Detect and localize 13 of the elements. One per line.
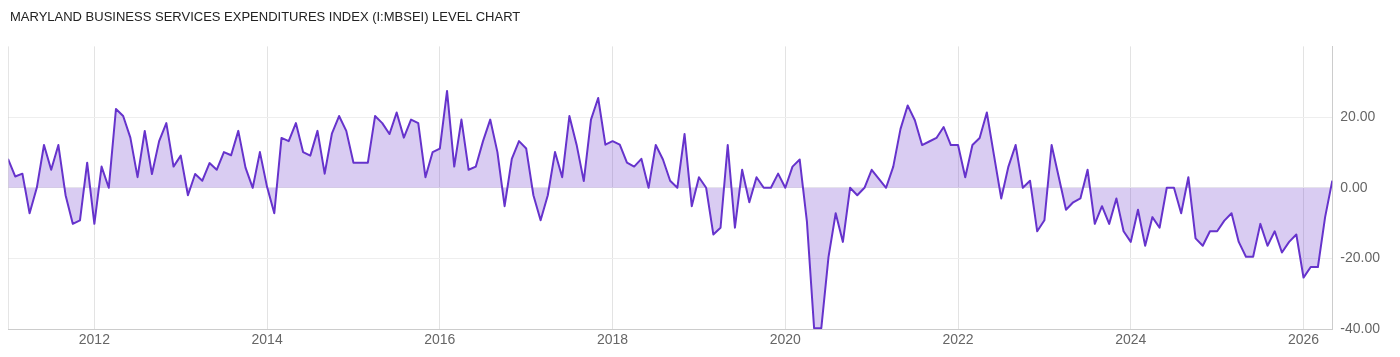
y-tick-label: -40.00 xyxy=(1340,320,1381,337)
chart-title: MARYLAND BUSINESS SERVICES EXPENDITURES INDEX (I:MBSEI) LEVEL CHART xyxy=(9,8,522,26)
y-tick-label: 20.00 xyxy=(1340,107,1376,124)
x-tick-label: 2018 xyxy=(597,331,629,348)
x-tick-label: 2016 xyxy=(424,331,456,348)
x-tick-label: 2026 xyxy=(1287,331,1320,348)
x-tick-label: 2022 xyxy=(942,331,974,348)
y-tick-label: -20.00 xyxy=(1340,249,1381,266)
x-tick-label: 2012 xyxy=(78,331,111,348)
x-tick-label: 2020 xyxy=(769,331,802,348)
y-tick-label: 0.00 xyxy=(1340,178,1368,195)
x-tick-label: 2014 xyxy=(251,331,283,348)
x-tick-label: 2024 xyxy=(1115,331,1147,348)
